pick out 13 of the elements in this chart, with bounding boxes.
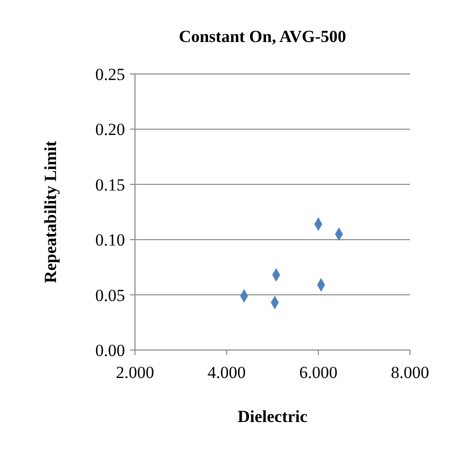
x-tick-label: 2.000 <box>116 363 154 382</box>
y-tick-label: 0.10 <box>95 230 125 250</box>
y-tick-label: 0.00 <box>95 340 125 360</box>
x-tick-label: 4.000 <box>208 363 246 382</box>
y-tick-label: 0.20 <box>95 120 125 140</box>
x-tick-label: 8.000 <box>390 363 430 382</box>
y-axis-title: Repeatability Limit <box>41 140 60 284</box>
x-tick-label: 6.000 <box>299 363 338 382</box>
y-tick-label: 0.25 <box>95 64 125 84</box>
y-tick-label: 0.15 <box>95 175 125 194</box>
x-axis-title: Dielectric <box>238 407 308 426</box>
y-tick-label: 0.05 <box>95 286 125 305</box>
chart-title: Constant On, AVG-500 <box>178 27 346 46</box>
